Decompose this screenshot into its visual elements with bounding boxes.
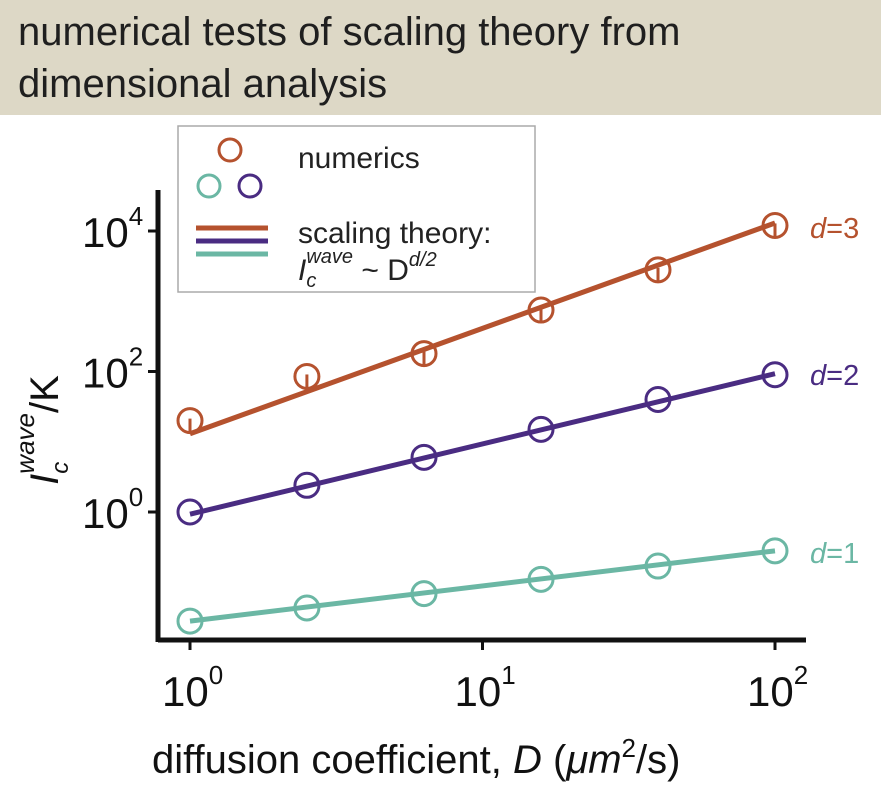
- plot-area: d=3 d=2 d=1: [176, 211, 859, 635]
- fit-line-d2: [189, 371, 776, 517]
- data-point-d2: [410, 443, 438, 471]
- data-point-d3: [176, 407, 204, 435]
- data-point-d3: [410, 340, 438, 368]
- fit-line-d1: [189, 548, 776, 624]
- data-point-d2: [644, 385, 672, 413]
- data-point-d3: [527, 296, 555, 324]
- y-axis-label: Icwave/K: [10, 375, 74, 485]
- series-label-d1: d=1: [810, 538, 859, 570]
- axis-ticks: 100 101 102 100 102 104: [82, 201, 808, 715]
- legend-theory-formula: Icwave ~ Dd/2: [298, 246, 437, 292]
- data-point-d3: [293, 362, 321, 390]
- data-point-d3: [644, 256, 672, 284]
- legend-box: [177, 125, 536, 293]
- data-point-d1: [644, 552, 672, 580]
- data-point-d2: [527, 415, 555, 443]
- fit-line-d3: [189, 220, 776, 437]
- title-banner: numerical tests of scaling theory from d…: [0, 0, 881, 115]
- data-point-d2: [176, 498, 204, 526]
- y-tick-label: 104: [82, 201, 143, 256]
- svg-text:Icwave/K: Icwave/K: [10, 375, 74, 485]
- data-point-d2: [293, 471, 321, 499]
- x-tick-label: 101: [455, 660, 516, 715]
- data-point-d1: [293, 594, 321, 622]
- data-point-d1: [176, 607, 204, 635]
- y-tick-label: 102: [82, 342, 143, 397]
- legend: numerics scaling theory: Icwave ~ Dd/2: [177, 125, 536, 293]
- legend-marker-d2: [237, 173, 263, 199]
- series-label-d3: d=3: [810, 213, 859, 245]
- x-tick-label: 100: [162, 660, 223, 715]
- x-tick-label: 102: [747, 660, 808, 715]
- x-axis-label: diffusion coefficient, D (μm2/s): [152, 733, 680, 782]
- data-point-d1: [527, 565, 555, 593]
- data-point-d1: [410, 580, 438, 608]
- legend-marker-d1: [196, 173, 222, 199]
- banner-title: numerical tests of scaling theory from d…: [18, 10, 681, 106]
- data-point-d3: [761, 211, 789, 239]
- data-point-d2: [761, 361, 789, 389]
- legend-marker-d3: [217, 137, 243, 163]
- series-label-d2: d=2: [810, 360, 859, 392]
- y-tick-label: 100: [82, 482, 143, 537]
- legend-theory-label: scaling theory:: [298, 217, 491, 250]
- legend-numerics-label: numerics: [298, 142, 420, 175]
- data-point-d1: [761, 537, 789, 565]
